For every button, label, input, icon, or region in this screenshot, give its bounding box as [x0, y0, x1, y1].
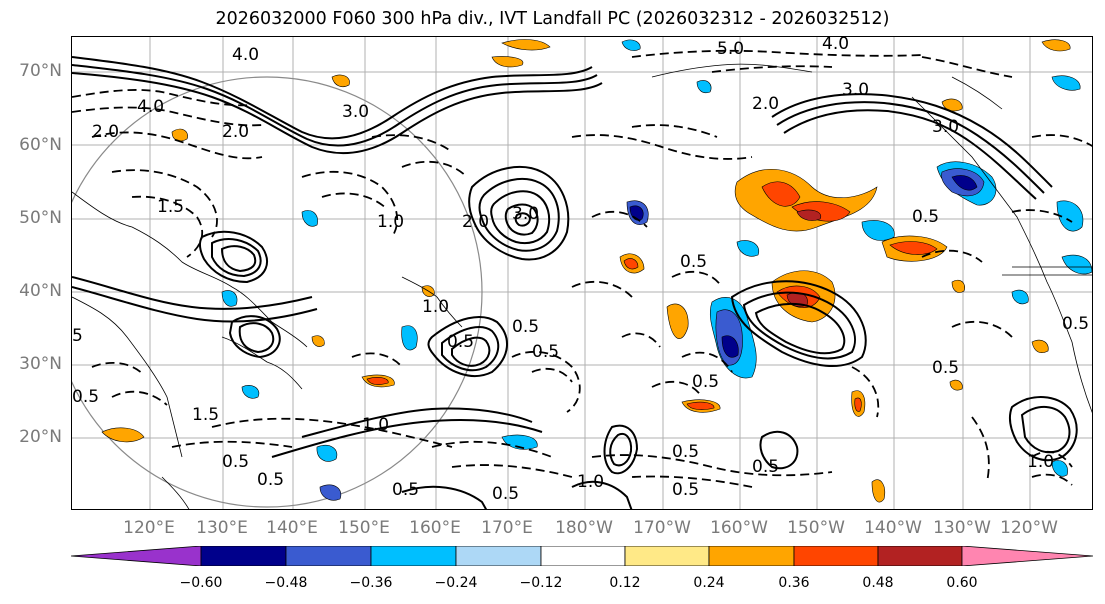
- colorbar-tick-label: 0.48: [862, 575, 894, 591]
- colorbar-segment: [961, 546, 1093, 566]
- contour-label: 0.5: [257, 470, 284, 490]
- colorbar-segment: [200, 546, 287, 566]
- lon-label-120w: 120°W: [1000, 518, 1058, 538]
- lon-label-130w: 130°W: [933, 518, 991, 538]
- lon-label-150e: 150°E: [338, 518, 390, 538]
- contour-label: 3.0: [842, 80, 869, 100]
- lat-label-40n: 40°N: [19, 281, 62, 301]
- contour-label: 0.5: [72, 387, 99, 407]
- lat-label-60n: 60°N: [19, 135, 62, 155]
- landfall-region-circle: [72, 76, 483, 508]
- contour-label: 2.0: [222, 122, 249, 142]
- contour-label: 0.5: [680, 252, 707, 272]
- colorbar-tick-label: 0.12: [609, 575, 641, 591]
- colorbar-tick-label: −0.60: [179, 575, 223, 591]
- colorbar-segment: [71, 546, 202, 566]
- contour-label: 0.5: [912, 207, 939, 227]
- contour-label: 4.0: [137, 97, 164, 117]
- contour-label: 1.0: [422, 297, 449, 317]
- lat-label-20n: 20°N: [19, 427, 62, 447]
- contour-label: 0.5: [392, 480, 419, 500]
- divergence-shading: [101, 39, 1092, 503]
- colorbar-segment: [540, 546, 626, 566]
- contour-label: 0.5: [752, 457, 779, 477]
- colorbar-tick-label: −0.24: [434, 575, 478, 591]
- lon-label-140e: 140°E: [266, 518, 318, 538]
- colorbar-segment: [285, 546, 372, 566]
- lon-label-120e: 120°E: [123, 518, 175, 538]
- contour-label: 0.5: [692, 372, 719, 392]
- contour-label: 1.5: [192, 405, 219, 425]
- map-panel: 4.0 5.0 4.0 3.0 3.0 2.0 3.0 2.0 4.0 2.0 …: [71, 36, 1093, 510]
- colorbar-tick-label: 0.36: [778, 575, 810, 591]
- contour-label: 4.0: [232, 45, 259, 65]
- contour-value-labels: 4.0 5.0 4.0 3.0 3.0 2.0 3.0 2.0 4.0 2.0 …: [72, 37, 1089, 504]
- contour-label: 3.0: [932, 117, 959, 137]
- contour-label: 1.5: [157, 197, 184, 217]
- contour-label: 0.5: [672, 442, 699, 462]
- contour-label: 1.0: [1027, 452, 1054, 472]
- contour-label: 5: [72, 326, 83, 346]
- contour-label: 0.5: [1062, 314, 1089, 334]
- lon-label-160e: 160°E: [409, 518, 461, 538]
- colorbar-segment: [624, 546, 710, 566]
- colorbar-segment: [877, 546, 963, 566]
- contour-label: 0.5: [492, 484, 519, 504]
- contour-label: 1.0: [362, 415, 389, 435]
- colorbar-tick-label: −0.36: [349, 575, 393, 591]
- coastlines: [72, 63, 1092, 509]
- positive-contours: [72, 56, 1078, 509]
- contour-label: 0.5: [222, 452, 249, 472]
- colorbar-tick-label: 0.24: [693, 575, 725, 591]
- lat-label-50n: 50°N: [19, 208, 62, 228]
- contour-label: 1.0: [377, 212, 404, 232]
- colorbar-segment: [793, 546, 879, 566]
- contour-label: 0.5: [932, 358, 959, 378]
- lat-label-70n: 70°N: [19, 61, 62, 81]
- lon-label-160w: 160°W: [710, 518, 768, 538]
- contour-label: 3.0: [512, 204, 539, 224]
- contour-label: 2.0: [462, 212, 489, 232]
- lon-label-180w: 180°W: [555, 518, 613, 538]
- colorbar-tick-label: −0.12: [519, 575, 563, 591]
- lon-label-170w: 170°W: [633, 518, 691, 538]
- contour-label: 3.0: [342, 102, 369, 122]
- colorbar-segment: [370, 546, 457, 566]
- contour-label: 2.0: [92, 122, 119, 142]
- map-canvas: 4.0 5.0 4.0 3.0 3.0 2.0 3.0 2.0 4.0 2.0 …: [72, 37, 1092, 509]
- colorbar-tick-label: 0.60: [946, 575, 978, 591]
- contour-label: 4.0: [822, 37, 849, 54]
- lon-label-150w: 150°W: [787, 518, 845, 538]
- negative-contours: [72, 49, 1092, 488]
- contour-label: 1.0: [577, 472, 604, 492]
- colorbar-tick-label: −0.48: [264, 575, 308, 591]
- contour-label: 0.5: [672, 480, 699, 500]
- contour-label: 0.5: [532, 342, 559, 362]
- lon-label-170e: 170°E: [481, 518, 533, 538]
- colorbar-segment: [708, 546, 795, 566]
- contour-label: 0.5: [512, 317, 539, 337]
- contour-label: 5.0: [717, 39, 744, 59]
- colorbar-segment: [455, 546, 542, 566]
- contour-label: 0.5: [447, 332, 474, 352]
- lon-label-140w: 140°W: [864, 518, 922, 538]
- map-title: 2026032000 F060 300 hPa div., IVT Landfa…: [215, 9, 890, 29]
- lat-label-30n: 30°N: [19, 354, 62, 374]
- lon-label-130e: 130°E: [196, 518, 248, 538]
- graticule: [72, 37, 1092, 509]
- contour-label: 2.0: [752, 94, 779, 114]
- colorbar: [71, 546, 1093, 566]
